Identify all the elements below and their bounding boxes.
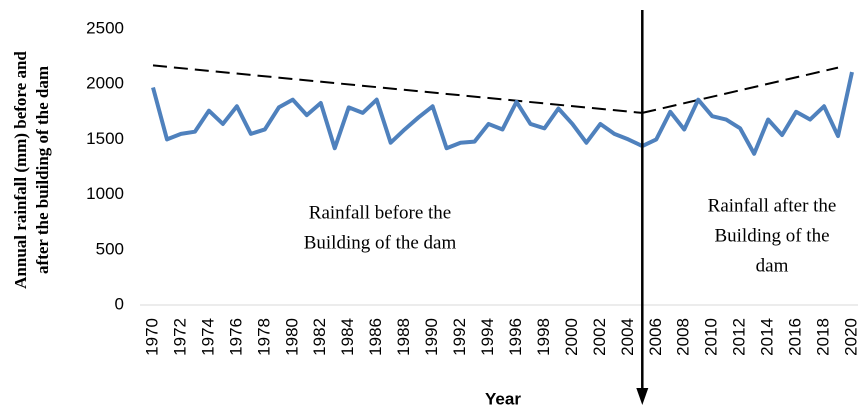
x-tick-label: 1990 bbox=[422, 318, 441, 356]
x-tick-label: 2002 bbox=[590, 318, 609, 356]
y-axis-title: after the building of the dam bbox=[33, 66, 52, 274]
x-tick-label: 2000 bbox=[562, 318, 581, 356]
x-tick-label: 2008 bbox=[674, 318, 693, 356]
x-tick-label: 1986 bbox=[366, 318, 385, 356]
annotation: Rainfall after the bbox=[708, 195, 837, 216]
x-tick-label: 2012 bbox=[730, 318, 749, 356]
y-tick-label: 0 bbox=[115, 294, 124, 313]
x-tick-label: 1996 bbox=[506, 318, 525, 356]
x-tick-label: 2014 bbox=[758, 318, 777, 356]
arrow-head bbox=[636, 388, 649, 405]
x-tick-label: 1976 bbox=[226, 318, 245, 356]
data-line bbox=[151, 71, 854, 156]
x-tick-label: 2006 bbox=[646, 318, 665, 356]
y-tick-label: 500 bbox=[96, 239, 124, 258]
trend-line bbox=[642, 66, 839, 114]
x-tick-label: 2018 bbox=[814, 318, 833, 356]
annotation: dam bbox=[756, 255, 789, 276]
x-tick-label: 2004 bbox=[618, 318, 637, 356]
x-tick-label: 1992 bbox=[450, 318, 469, 356]
x-tick-label: 1980 bbox=[282, 318, 301, 356]
annotation: Rainfall before the bbox=[309, 202, 451, 223]
x-tick-label: 2016 bbox=[786, 318, 805, 356]
trend-line bbox=[152, 64, 643, 114]
x-tick-label: 1974 bbox=[198, 318, 217, 356]
x-tick-label: 2010 bbox=[702, 318, 721, 356]
y-tick-label: 1500 bbox=[86, 129, 124, 148]
y-tick-label: 2500 bbox=[86, 18, 124, 37]
x-tick-label: 1994 bbox=[478, 318, 497, 356]
y-tick-label: 2000 bbox=[86, 74, 124, 93]
x-tick-label: 2020 bbox=[841, 318, 860, 356]
x-tick-label: 1998 bbox=[534, 318, 553, 356]
x-tick-label: 1984 bbox=[338, 318, 357, 356]
x-tick-label: 1988 bbox=[394, 318, 413, 356]
x-tick-label: 1978 bbox=[254, 318, 273, 356]
y-axis-title: Annual rainfall (mm) before and bbox=[11, 51, 30, 289]
annotation: Building of the dam bbox=[304, 232, 457, 253]
annotation: Building of the bbox=[714, 225, 829, 246]
x-tick-label: 1970 bbox=[142, 318, 161, 356]
y-tick-label: 1000 bbox=[86, 184, 124, 203]
x-axis-title: Year bbox=[485, 389, 521, 408]
x-tick-label: 1972 bbox=[170, 318, 189, 356]
x-tick-label: 1982 bbox=[310, 318, 329, 356]
